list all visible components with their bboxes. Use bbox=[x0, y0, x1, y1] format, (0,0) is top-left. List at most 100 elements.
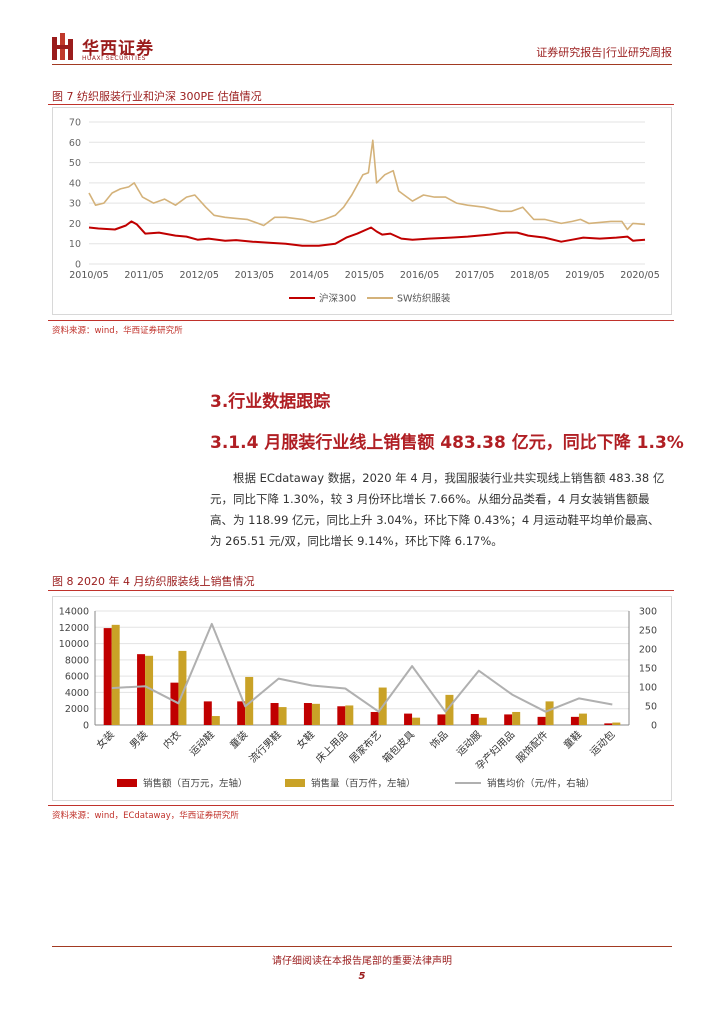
bar bbox=[478, 717, 487, 725]
x-tick-label: 2010/05 bbox=[69, 270, 108, 281]
category-label: 童装 bbox=[227, 728, 250, 751]
section-subtitle: 3.1.4 月服装行业线上销售额 483.38 亿元，同比下降 1.3% bbox=[210, 433, 684, 453]
bar bbox=[145, 655, 154, 725]
report-type-label: 证券研究报告|行业研究周报 bbox=[536, 46, 672, 59]
bar bbox=[404, 713, 413, 725]
bar bbox=[111, 624, 120, 725]
y-tick-label: 50 bbox=[69, 158, 81, 169]
bar bbox=[170, 682, 179, 725]
left-axis-tick-label: 8000 bbox=[65, 655, 89, 666]
y-tick-label: 70 bbox=[69, 118, 81, 129]
category-label: 运动鞋 bbox=[187, 728, 217, 758]
section-paragraph: 根据 ECdataway 数据，2020 年 4 月，我国服装行业共实现线上销售… bbox=[210, 471, 665, 548]
left-axis-tick-label: 12000 bbox=[59, 623, 89, 634]
bar bbox=[137, 654, 146, 725]
bar bbox=[211, 716, 220, 725]
category-label: 流行男鞋 bbox=[246, 728, 283, 765]
left-axis-tick-label: 6000 bbox=[65, 672, 89, 683]
figure7-bottom-rule bbox=[48, 320, 674, 321]
figure8-top-rule bbox=[48, 590, 674, 591]
x-tick-label: 2016/05 bbox=[400, 270, 439, 281]
right-axis-tick-label: 200 bbox=[639, 645, 657, 656]
x-tick-label: 2012/05 bbox=[179, 270, 218, 281]
bar bbox=[512, 711, 521, 725]
series-line bbox=[88, 220, 646, 247]
x-tick-label: 2019/05 bbox=[565, 270, 604, 281]
category-label: 运动包 bbox=[587, 728, 617, 758]
right-axis-tick-label: 100 bbox=[639, 683, 657, 694]
bar bbox=[203, 701, 212, 725]
bar bbox=[537, 716, 546, 725]
left-axis-tick-label: 4000 bbox=[65, 688, 89, 699]
bar bbox=[578, 713, 587, 725]
bar bbox=[311, 703, 320, 725]
right-axis-tick-label: 300 bbox=[639, 607, 657, 618]
category-label: 居家布艺 bbox=[346, 728, 383, 765]
category-label: 服饰配件 bbox=[513, 728, 550, 765]
figure8-bottom-rule bbox=[48, 805, 674, 806]
figure8-chart-frame: 0 2000 4000 6000 8000 10000 12000 14000 0 50 100 15… bbox=[52, 596, 672, 801]
x-tick-label: 2014/05 bbox=[290, 270, 329, 281]
legend-swatch bbox=[117, 779, 137, 787]
y-tick-label: 30 bbox=[69, 199, 81, 210]
figure7-chart-frame: 0 10 20 30 40 50 60 70 2010/05 2011/05 2012/05 2013… bbox=[52, 107, 672, 315]
bar bbox=[278, 707, 287, 725]
left-axis-tick-label: 0 bbox=[83, 721, 89, 732]
pe-valuation-line-chart: 0 10 20 30 40 50 60 70 2010/05 2011/05 2012/05 2013… bbox=[69, 118, 660, 305]
legend-label: 销售均价（元/件，右轴） bbox=[487, 778, 595, 790]
section-title: 3.行业数据跟踪 bbox=[210, 392, 331, 412]
category-label: 女装 bbox=[93, 728, 116, 751]
bar bbox=[604, 723, 613, 725]
category-label: 箱包皮具 bbox=[380, 728, 417, 765]
left-axis-tick-label: 14000 bbox=[59, 607, 89, 618]
right-axis-tick-label: 0 bbox=[651, 721, 657, 732]
category-label: 内衣 bbox=[160, 728, 183, 751]
category-label: 饰品 bbox=[427, 728, 450, 751]
category-label: 运动服 bbox=[454, 729, 484, 759]
figure7-title: 图 7 纺织服装行业和沪深 300PE 估值情况 bbox=[52, 90, 262, 103]
bar bbox=[570, 716, 579, 725]
bar bbox=[545, 701, 554, 725]
x-tick-label: 2015/05 bbox=[345, 270, 384, 281]
bar bbox=[445, 694, 454, 725]
footer-divider bbox=[52, 946, 672, 947]
online-sales-combo-chart: 0 2000 4000 6000 8000 10000 12000 14000 0 50 100 15… bbox=[59, 607, 657, 790]
series-line bbox=[88, 139, 646, 231]
left-axis-tick-label: 10000 bbox=[59, 639, 89, 650]
figure7-source: 资料来源：wind，华西证券研究所 bbox=[52, 326, 183, 336]
category-label: 床上用品 bbox=[313, 728, 350, 765]
x-tick-label: 2013/05 bbox=[235, 270, 274, 281]
category-label: 童鞋 bbox=[561, 728, 584, 751]
bar bbox=[504, 714, 513, 725]
y-tick-label: 10 bbox=[69, 239, 81, 250]
avg-price-line bbox=[111, 622, 613, 713]
legal-notice: 请仔细阅读在本报告尾部的重要法律声明 bbox=[272, 956, 452, 967]
y-tick-label: 40 bbox=[69, 178, 81, 189]
category-label: 女鞋 bbox=[294, 728, 317, 751]
left-axis-tick-label: 2000 bbox=[65, 704, 89, 715]
right-axis-tick-label: 150 bbox=[639, 664, 657, 675]
legend-label: 销售量（百万件，左轴） bbox=[311, 778, 416, 790]
y-tick-label: 60 bbox=[69, 138, 81, 149]
x-tick-label: 2017/05 bbox=[455, 270, 494, 281]
y-tick-label: 20 bbox=[69, 219, 81, 230]
right-axis-tick-label: 250 bbox=[639, 626, 657, 637]
bar bbox=[437, 714, 446, 725]
bar bbox=[103, 628, 112, 725]
legend-swatch bbox=[285, 779, 305, 787]
bar bbox=[412, 717, 421, 725]
x-tick-label: 2011/05 bbox=[124, 270, 163, 281]
page-number: 5 bbox=[358, 971, 366, 982]
bar bbox=[470, 714, 479, 725]
bar bbox=[245, 676, 254, 725]
bar bbox=[370, 711, 379, 725]
legend-label: 沪深300 bbox=[319, 293, 356, 305]
legend-label: SW纺织服装 bbox=[397, 293, 451, 305]
legend-label: 销售额（百万元，左轴） bbox=[143, 778, 248, 790]
bar bbox=[345, 705, 354, 725]
figure7-top-rule bbox=[48, 104, 674, 105]
bar bbox=[612, 722, 621, 725]
bar bbox=[337, 706, 346, 725]
bar bbox=[303, 703, 312, 725]
right-axis-tick-label: 50 bbox=[645, 702, 657, 713]
